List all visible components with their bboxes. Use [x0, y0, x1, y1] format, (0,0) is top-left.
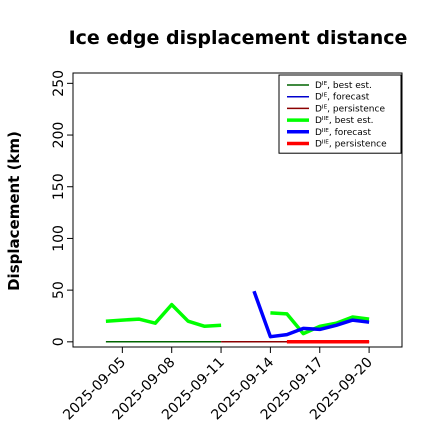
- legend-label: Dᴵᴵᴱ, forecast: [315, 128, 371, 138]
- y-axis-label: Displacement (km): [5, 131, 23, 291]
- axes-frame: [72, 72, 403, 348]
- legend-label: Dᴵᴱ, persistence: [315, 104, 385, 114]
- chart-title: Ice edge displacement distance: [69, 27, 408, 49]
- y-tick-label: 150: [51, 173, 67, 200]
- y-tick-label: 250: [51, 70, 67, 97]
- series-line-3: [105, 302, 222, 329]
- legend-label: Dᴵᴵᴱ, best est.: [315, 116, 374, 126]
- legend-box: [278, 74, 402, 154]
- y-tick-label: 100: [51, 225, 67, 252]
- legend-label: Dᴵᴵᴱ, persistence: [315, 140, 387, 150]
- plot-area: 0501001502002502025-09-052025-09-082025-…: [51, 70, 403, 423]
- y-tick-label: 0: [51, 337, 67, 346]
- y-tick-label: 50: [51, 281, 67, 299]
- legend-label: Dᴵᴱ, forecast: [315, 93, 370, 103]
- series-line-3: [270, 311, 370, 336]
- y-tick-label: 200: [51, 122, 67, 149]
- series-line-4: [252, 290, 370, 339]
- legend-label: Dᴵᴱ, best est.: [315, 81, 372, 91]
